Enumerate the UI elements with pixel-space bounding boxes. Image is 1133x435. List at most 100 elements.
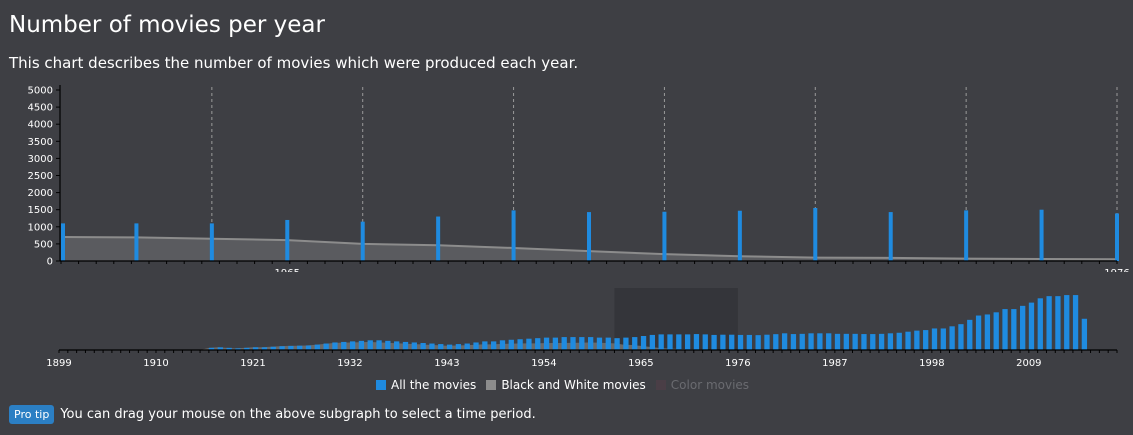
nav-bar-all-movies <box>808 333 814 350</box>
nav-bar-all-movies <box>429 343 435 350</box>
nav-bar-all-movies <box>446 344 453 350</box>
page-subtitle: This chart describes the number of movie… <box>9 54 579 72</box>
nav-bar-all-movies <box>614 338 620 350</box>
nav-bar-all-movies <box>914 330 920 350</box>
nav-bar-all-movies <box>394 341 400 350</box>
bar-all-movies <box>587 212 591 261</box>
nav-bar-all-movies <box>923 330 929 350</box>
nav-bar-all-movies <box>543 337 550 350</box>
nav-bar-all-movies <box>1055 296 1061 350</box>
nav-bar-all-movies <box>737 334 744 350</box>
nav-bar-all-movies <box>984 314 991 350</box>
nav-bar-all-movies <box>579 337 585 350</box>
nav-bar-all-movies <box>252 347 259 350</box>
bar-all-movies <box>511 210 516 261</box>
nav-bar-all-movies <box>878 333 885 350</box>
nav-x-tick-label: 1932 <box>337 358 362 369</box>
nav-bar-all-movies <box>623 337 629 350</box>
nav-bar-all-movies <box>817 333 823 350</box>
nav-bar-all-movies <box>896 332 902 350</box>
legend-label: All the movies <box>391 378 477 392</box>
y-tick-label: 1000 <box>28 222 53 233</box>
nav-bar-all-movies <box>244 347 250 350</box>
nav-bar-all-movies <box>411 342 417 350</box>
nav-bar-all-movies <box>288 345 294 350</box>
nav-bar-all-movies <box>341 341 347 350</box>
nav-x-tick-label: 1910 <box>143 358 168 369</box>
bar-all-movies <box>134 223 139 261</box>
nav-bar-all-movies <box>1028 302 1035 350</box>
nav-bar-all-movies <box>676 334 682 350</box>
nav-x-tick-label: 1954 <box>531 358 556 369</box>
x-tick-label: 1976 <box>1104 268 1129 272</box>
nav-bar-all-movies <box>720 334 726 350</box>
nav-bar-all-movies <box>632 337 638 350</box>
nav-bar-all-movies <box>1072 295 1079 350</box>
bar-all-movies <box>285 219 290 261</box>
nav-bar-all-movies <box>1002 309 1008 350</box>
nav-bar-all-movies <box>746 334 752 350</box>
bar-all-movies <box>813 207 818 261</box>
legend-swatch-color-movies <box>655 380 666 390</box>
nav-bar-all-movies <box>940 328 946 350</box>
nav-bar-all-movies <box>402 341 409 350</box>
nav-bar-all-movies <box>887 333 894 350</box>
nav-bar-all-movies <box>764 334 770 350</box>
bar-all-movies <box>1039 209 1044 261</box>
nav-bar-all-movies <box>658 334 664 350</box>
y-tick-label: 1500 <box>28 205 53 216</box>
nav-bar-all-movies <box>552 337 559 350</box>
nav-bar-all-movies <box>1011 309 1017 350</box>
main-chart[interactable]: 0 500 1000 1500 2000 2500 3000 3500 4000 4500 5000… <box>0 82 1133 272</box>
nav-bar-all-movies <box>755 335 761 350</box>
nav-bar-all-movies <box>526 338 532 350</box>
nav-bar-all-movies <box>640 336 647 350</box>
y-tick-label: 0 <box>47 257 53 268</box>
nav-bar-all-movies <box>314 344 320 350</box>
y-tick-label: 2000 <box>28 188 53 199</box>
nav-bar-all-movies <box>535 338 541 350</box>
nav-bar-all-movies <box>323 343 329 350</box>
legend-item-color-movies[interactable]: Color movies <box>655 378 750 392</box>
nav-bar-all-movies <box>711 334 717 350</box>
bar-all-movies <box>964 210 969 261</box>
bar-all-movies <box>737 210 742 261</box>
legend-item-all-movies[interactable]: All the movies <box>376 378 476 392</box>
nav-bar-all-movies <box>358 340 365 350</box>
nav-x-tick-label: 1987 <box>822 358 847 369</box>
nav-x-tick-label: 1976 <box>725 358 750 369</box>
navigator-chart[interactable]: 1899 1910 1921 1932 1943 1954 1965 1976 1987 1998… <box>0 288 1133 374</box>
nav-bar-all-movies <box>605 337 611 350</box>
bar-all-movies <box>1115 213 1119 261</box>
legend-swatch-black-and-white <box>486 380 497 390</box>
nav-bar-all-movies <box>729 334 735 350</box>
bar-all-movies <box>209 223 214 261</box>
bar-all-movies <box>888 212 893 261</box>
nav-bar-all-movies <box>684 334 691 350</box>
nav-bar-all-movies <box>570 337 576 350</box>
nav-bar-all-movies <box>1081 318 1088 350</box>
nav-bar-all-movies <box>949 326 955 350</box>
nav-bar-all-movies <box>473 342 479 350</box>
nav-bar-all-movies <box>305 345 312 350</box>
pro-tip-badge: Pro tip <box>9 405 55 424</box>
nav-bar-all-movies <box>1037 298 1043 350</box>
nav-bar-all-movies <box>261 347 268 350</box>
legend-label: Color movies <box>670 378 750 392</box>
nav-bar-all-movies <box>834 333 841 350</box>
pro-tip-text: You can drag your mouse on the above sub… <box>60 407 536 422</box>
nav-bar-all-movies <box>279 346 285 350</box>
nav-bar-all-movies <box>367 340 373 350</box>
nav-bar-all-movies <box>1046 296 1052 350</box>
bar-all-movies <box>61 223 65 261</box>
nav-bar-all-movies <box>1064 295 1070 350</box>
nav-bar-all-movies <box>826 333 832 350</box>
nav-bar-all-movies <box>420 343 426 350</box>
nav-bar-all-movies <box>905 331 911 350</box>
legend-item-black-and-white[interactable]: Black and White movies <box>486 378 646 392</box>
nav-bar-all-movies <box>693 334 700 350</box>
nav-bar-all-movies <box>235 348 241 350</box>
nav-bar-all-movies <box>517 339 523 350</box>
nav-bar-all-movies <box>270 346 276 350</box>
nav-bar-all-movies <box>931 328 938 350</box>
